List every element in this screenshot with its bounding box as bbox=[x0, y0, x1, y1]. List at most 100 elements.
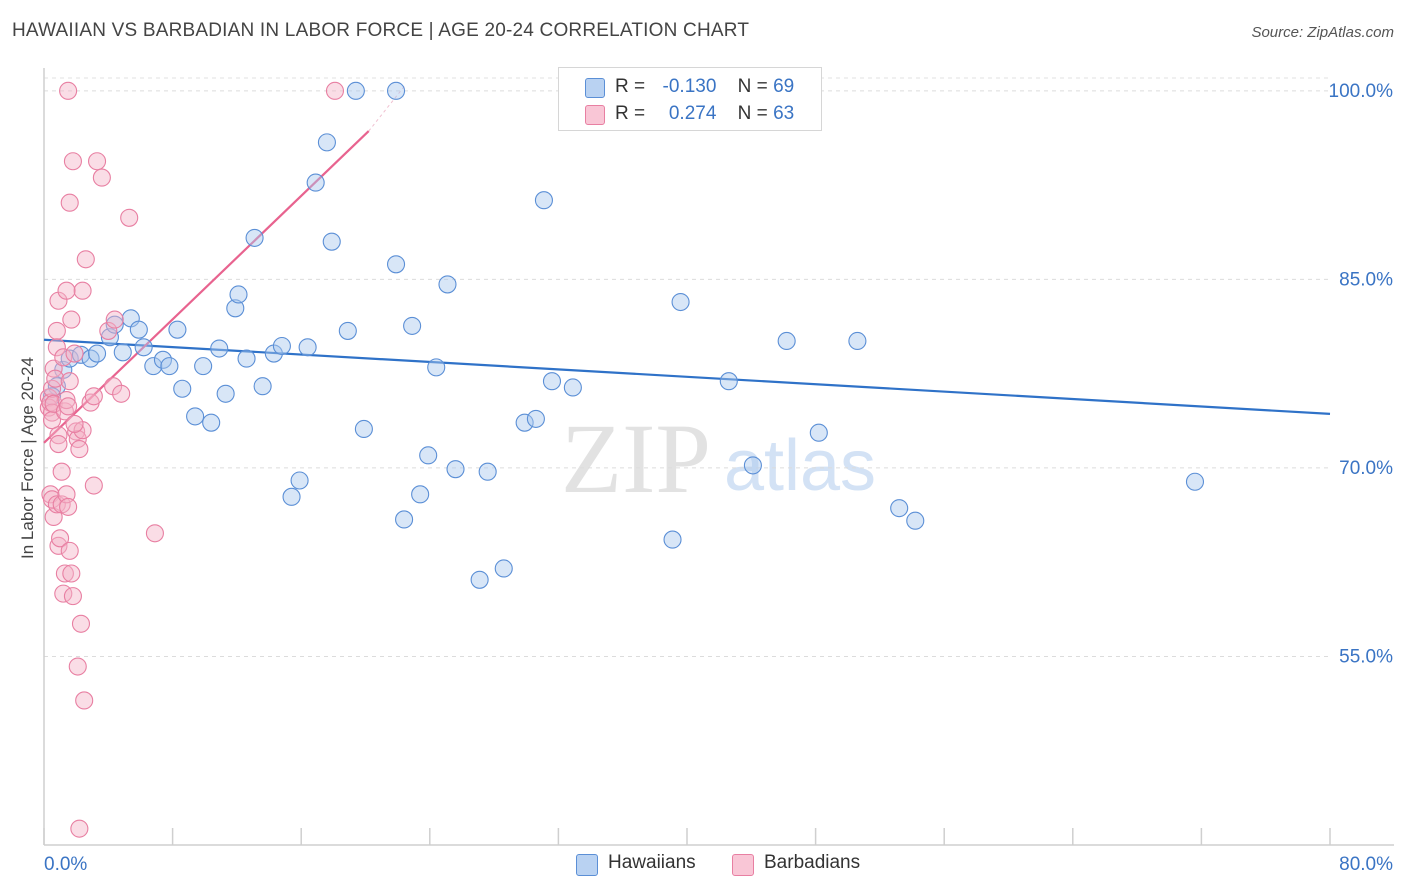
point-hawaiians bbox=[194, 357, 213, 376]
point-barbadians bbox=[60, 193, 79, 212]
legend-n-value-barbadians: 63 bbox=[773, 103, 795, 124]
point-barbadians bbox=[65, 414, 84, 433]
point-hawaiians bbox=[809, 423, 828, 442]
point-hawaiians bbox=[743, 456, 762, 475]
point-barbadians bbox=[145, 524, 164, 543]
point-barbadians bbox=[84, 476, 103, 495]
point-hawaiians bbox=[890, 499, 909, 518]
point-hawaiians bbox=[386, 81, 406, 100]
point-hawaiians bbox=[526, 409, 545, 428]
point-hawaiians bbox=[129, 320, 148, 339]
source-label: Source: ZipAtlas.com bbox=[1251, 24, 1394, 41]
axes bbox=[43, 68, 1394, 846]
point-barbadians bbox=[325, 81, 345, 100]
point-barbadians bbox=[51, 529, 70, 548]
point-hawaiians bbox=[848, 331, 867, 351]
point-hawaiians bbox=[470, 570, 489, 589]
point-hawaiians bbox=[671, 292, 690, 312]
legend-r-label: R = bbox=[615, 76, 646, 97]
point-hawaiians bbox=[438, 275, 457, 294]
trend-line-hawaiians bbox=[43, 338, 1331, 415]
point-barbadians bbox=[54, 348, 73, 367]
point-hawaiians bbox=[134, 338, 153, 357]
series-legend: Hawaiians Barbadians bbox=[0, 852, 1406, 878]
point-hawaiians bbox=[386, 255, 406, 274]
legend-label-hawaiians: Hawaiians bbox=[608, 852, 696, 873]
point-hawaiians bbox=[71, 345, 91, 364]
point-hawaiians bbox=[186, 407, 205, 426]
point-barbadians bbox=[99, 321, 118, 340]
point-hawaiians bbox=[411, 485, 430, 504]
legend-swatch-blue bbox=[585, 78, 605, 98]
point-barbadians bbox=[70, 819, 89, 838]
point-hawaiians bbox=[494, 559, 513, 578]
point-hawaiians bbox=[719, 372, 738, 391]
point-hawaiians bbox=[282, 487, 301, 506]
watermark-zip: ZIP bbox=[561, 403, 711, 514]
legend-r-label: R = bbox=[615, 103, 646, 124]
point-hawaiians bbox=[322, 232, 341, 251]
point-hawaiians bbox=[237, 349, 256, 368]
point-barbadians bbox=[70, 440, 89, 459]
point-hawaiians bbox=[663, 530, 682, 549]
point-barbadians bbox=[76, 250, 95, 269]
point-hawaiians bbox=[306, 173, 325, 192]
point-barbadians bbox=[60, 541, 79, 560]
point-barbadians bbox=[73, 281, 92, 300]
point-barbadians bbox=[71, 614, 91, 633]
point-barbadians bbox=[55, 402, 74, 421]
point-barbadians bbox=[42, 490, 62, 509]
tick-labels: 100.0% 85.0% 70.0% 55.0% 0.0% 80.0% bbox=[44, 81, 1393, 875]
point-hawaiians bbox=[253, 377, 272, 396]
point-hawaiians bbox=[87, 344, 107, 363]
point-hawaiians bbox=[173, 379, 192, 398]
watermark-atlas: atlas bbox=[724, 426, 876, 506]
point-barbadians bbox=[47, 338, 66, 357]
point-hawaiians bbox=[216, 384, 235, 403]
point-hawaiians bbox=[777, 331, 796, 351]
trend-line-barbadians bbox=[43, 130, 370, 444]
point-barbadians bbox=[52, 462, 71, 481]
point-barbadians bbox=[92, 168, 111, 187]
trend-line-barbadians-extension bbox=[368, 84, 407, 132]
hawaiians-swatch bbox=[576, 854, 598, 876]
point-hawaiians bbox=[317, 133, 336, 152]
point-barbadians bbox=[75, 691, 94, 710]
point-barbadians bbox=[62, 310, 81, 329]
point-barbadians bbox=[47, 495, 66, 514]
point-hawaiians bbox=[338, 321, 357, 340]
point-barbadians bbox=[60, 372, 79, 391]
point-hawaiians bbox=[113, 343, 132, 362]
legend-swatch-pink bbox=[585, 105, 605, 125]
legend-n-label: N = bbox=[737, 76, 768, 97]
point-hawaiians bbox=[534, 191, 553, 210]
point-barbadians bbox=[57, 281, 76, 300]
y-tick-label: 55.0% bbox=[1339, 646, 1393, 667]
point-hawaiians bbox=[160, 357, 179, 376]
point-hawaiians bbox=[298, 338, 317, 357]
point-hawaiians bbox=[272, 336, 291, 356]
point-barbadians bbox=[62, 564, 81, 583]
point-hawaiians bbox=[354, 419, 373, 439]
point-barbadians bbox=[63, 152, 82, 171]
point-hawaiians bbox=[346, 81, 365, 100]
point-barbadians bbox=[49, 536, 68, 555]
point-hawaiians bbox=[446, 460, 465, 479]
point-barbadians bbox=[68, 657, 87, 676]
legend-label-barbadians: Barbadians bbox=[764, 852, 861, 873]
y-tick-label: 85.0% bbox=[1339, 269, 1393, 290]
chart-title: HAWAIIAN VS BARBADIAN IN LABOR FORCE | A… bbox=[12, 20, 750, 41]
point-barbadians bbox=[67, 422, 86, 441]
point-hawaiians bbox=[419, 446, 438, 465]
point-barbadians bbox=[55, 564, 74, 583]
point-barbadians bbox=[84, 387, 103, 406]
point-hawaiians bbox=[427, 358, 446, 377]
point-barbadians bbox=[59, 497, 78, 516]
barbadians-swatch bbox=[732, 854, 754, 876]
watermark: ZIP atlas bbox=[561, 403, 876, 514]
point-barbadians bbox=[105, 310, 124, 329]
point-hawaiians bbox=[144, 357, 163, 376]
point-barbadians bbox=[63, 587, 82, 606]
point-barbadians bbox=[59, 397, 78, 416]
